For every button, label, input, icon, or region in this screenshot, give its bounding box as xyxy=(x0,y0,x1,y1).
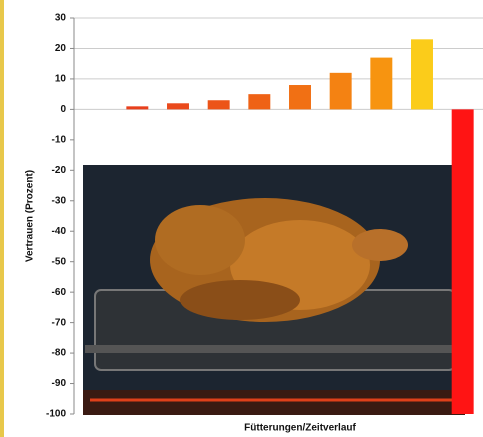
x-axis-label: Fütterungen/Zeitverlauf xyxy=(244,423,356,434)
bar xyxy=(370,57,393,110)
y-tick-label: 30 xyxy=(55,13,67,24)
turkey-photo xyxy=(83,165,465,415)
bar xyxy=(207,100,230,110)
y-tick-label: -90 xyxy=(52,378,67,389)
bar xyxy=(167,103,189,110)
y-tick-label: -60 xyxy=(52,287,67,298)
y-tick-label: -80 xyxy=(52,348,67,359)
y-tick-label: 0 xyxy=(60,104,66,115)
y-tick-label: -30 xyxy=(52,195,67,206)
y-tick-label: -40 xyxy=(52,226,67,237)
bar xyxy=(451,109,474,414)
bar xyxy=(126,106,149,110)
y-tick-label: -50 xyxy=(52,256,67,267)
y-tick-label: -20 xyxy=(52,165,67,176)
y-axis-label: Vertrauen (Prozent) xyxy=(25,170,36,262)
y-tick-label: 10 xyxy=(55,74,67,85)
bar xyxy=(411,39,433,110)
y-tick-label: -70 xyxy=(52,317,67,328)
y-tick-label: 20 xyxy=(55,43,67,54)
edge-strip xyxy=(0,0,4,437)
y-tick-label: -10 xyxy=(52,134,67,145)
y-tick-label: -100 xyxy=(46,409,66,420)
bar xyxy=(248,94,271,110)
bar xyxy=(329,72,352,110)
bar xyxy=(289,85,311,110)
